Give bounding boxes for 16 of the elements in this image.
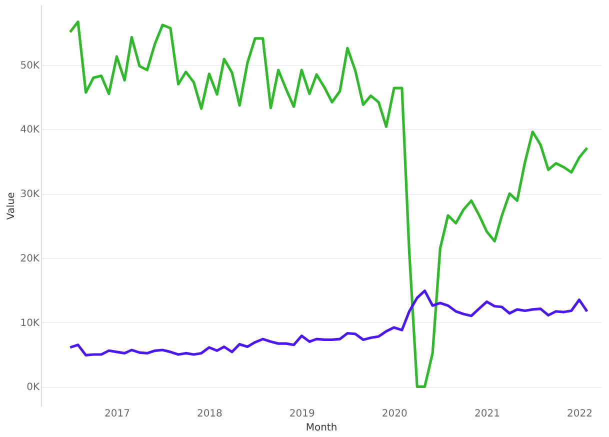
x-tick-label: 2017 — [104, 408, 130, 420]
y-tick-label: 40K — [20, 124, 40, 136]
y-tick-label: 0K — [26, 382, 40, 394]
y-tick-label: 10K — [20, 318, 40, 329]
line-series — [68, 20, 588, 388]
x-tick-label: 2022 — [566, 408, 592, 420]
x-axis-title: Month — [306, 422, 338, 434]
x-tick-label: 2019 — [289, 408, 315, 420]
x-tick-label: 2021 — [474, 408, 500, 420]
x-tick-label: 2020 — [382, 408, 408, 420]
x-tick-label: 2018 — [196, 408, 222, 420]
y-axis-title: Value — [6, 192, 18, 220]
y-tick-label: 30K — [20, 189, 40, 200]
y-tick-label: 20K — [20, 253, 40, 264]
y-tick-label: 50K — [20, 60, 40, 72]
line-series — [68, 289, 588, 356]
